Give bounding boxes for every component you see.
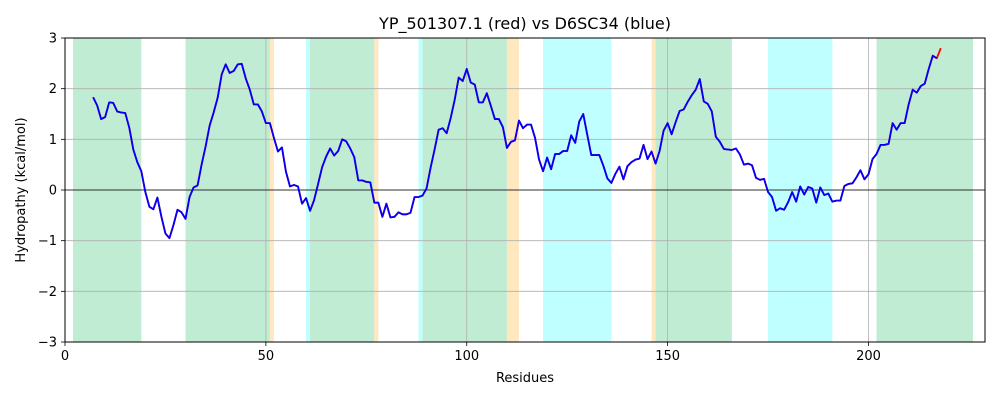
x-tick-label: 0 bbox=[61, 349, 69, 364]
x-axis-label: Residues bbox=[496, 371, 554, 386]
x-tick-label: 50 bbox=[258, 349, 275, 364]
y-axis-label: Hydropathy (kcal/mol) bbox=[14, 117, 29, 262]
y-tick-label: 0 bbox=[49, 184, 57, 199]
y-tick-label: 1 bbox=[49, 133, 57, 148]
y-tick-label: −2 bbox=[38, 285, 57, 300]
y-tick-label: −1 bbox=[38, 234, 57, 249]
y-axis-ticks: −3 −2 −1 0 1 2 3 bbox=[38, 32, 65, 351]
y-tick-label: 3 bbox=[49, 32, 57, 47]
series-lines bbox=[92, 47, 942, 240]
y-tick-label: −3 bbox=[38, 336, 57, 351]
chart-title: YP_501307.1 (red) vs D6SC34 (blue) bbox=[378, 14, 671, 34]
x-tick-label: 100 bbox=[454, 349, 479, 364]
x-tick-label: 150 bbox=[655, 349, 680, 364]
y-tick-label: 2 bbox=[49, 82, 57, 97]
x-axis-ticks: 0 50 100 150 200 bbox=[61, 342, 881, 364]
series-line-1 bbox=[92, 54, 938, 240]
x-tick-label: 200 bbox=[856, 349, 881, 364]
